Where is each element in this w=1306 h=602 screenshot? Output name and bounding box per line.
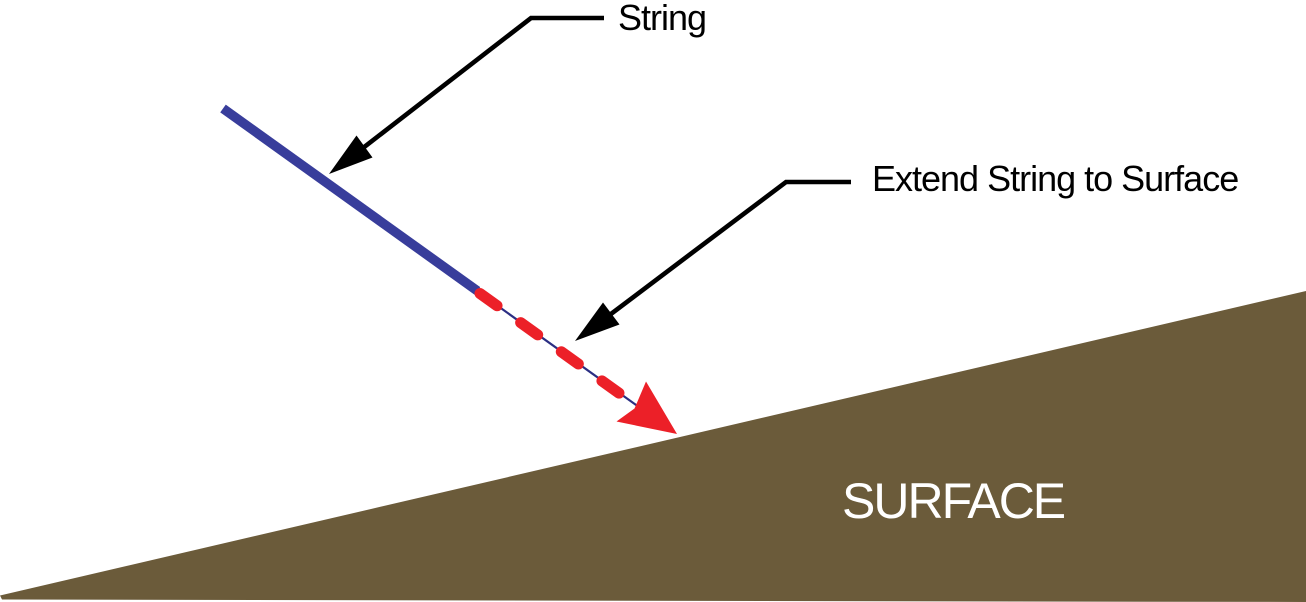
red-arrowhead-icon	[616, 381, 677, 434]
string-leader-line	[339, 15, 604, 167]
surface-polygon	[0, 291, 1306, 602]
string-label: String	[618, 0, 707, 38]
string-extension-dashes	[474, 288, 632, 404]
extend-string-label: Extend String to Surface	[872, 158, 1239, 199]
extend-leader-line	[589, 179, 851, 331]
string-line	[220, 104, 481, 295]
extend-leader-arrowhead-icon	[575, 302, 620, 341]
surface-label: SURFACE	[842, 473, 1066, 529]
string-leader-arrowhead-icon	[329, 135, 373, 174]
